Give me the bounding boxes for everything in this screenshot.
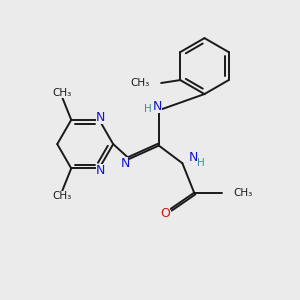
Text: H: H	[197, 158, 205, 168]
Text: O: O	[160, 207, 170, 220]
Text: N: N	[96, 111, 105, 124]
Text: N: N	[96, 164, 105, 177]
Text: H: H	[144, 104, 152, 114]
Text: CH₃: CH₃	[53, 88, 72, 98]
Text: N: N	[153, 100, 162, 113]
Text: CH₃: CH₃	[53, 191, 72, 201]
Text: CH₃: CH₃	[233, 188, 253, 198]
Text: N: N	[189, 151, 198, 164]
Text: N: N	[120, 157, 130, 170]
Text: CH₃: CH₃	[131, 78, 150, 88]
